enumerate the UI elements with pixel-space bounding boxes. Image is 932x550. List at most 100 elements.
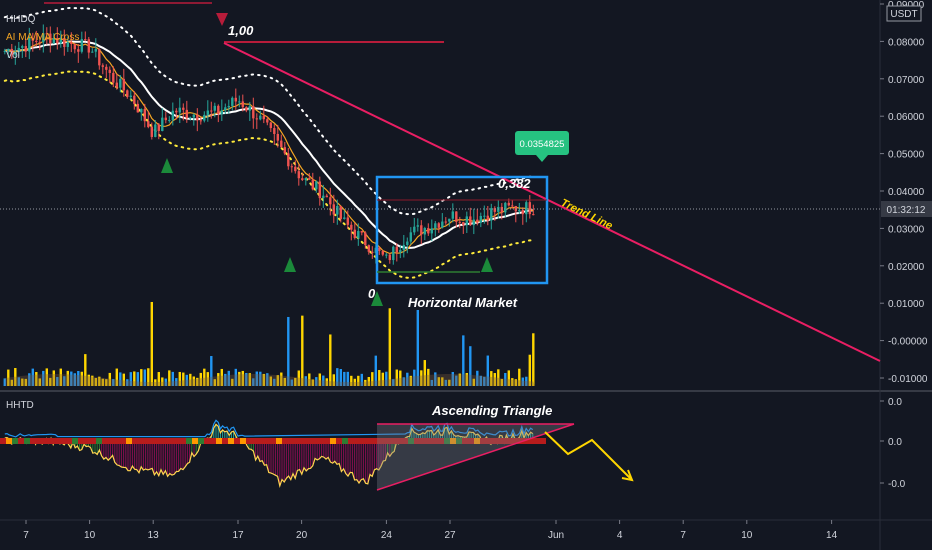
time-tick-label: 7	[23, 530, 29, 541]
volume-bar	[497, 369, 500, 386]
zero-line-segment	[234, 438, 240, 444]
oscillator-pane[interactable]	[0, 392, 880, 520]
volume-bar	[49, 377, 52, 386]
candle-body	[80, 39, 83, 52]
volume-bar	[406, 372, 409, 386]
legend-indicator[interactable]: AI MA/MA Cross	[6, 32, 79, 43]
volume-bar	[80, 371, 83, 386]
volume-bar	[500, 378, 503, 386]
candle-body	[353, 229, 356, 238]
volume-bar	[525, 376, 528, 386]
zero-line-segment	[534, 438, 540, 444]
oscillator-axis[interactable]: 0.0 0.0 -0.0	[880, 397, 906, 490]
volume-bar	[87, 374, 90, 386]
volume-bar	[371, 372, 374, 386]
trend-line[interactable]	[223, 42, 881, 362]
candle-body	[399, 249, 402, 253]
oscillator-layer	[0, 419, 546, 488]
volume-bar	[112, 379, 115, 386]
volume-bar	[98, 376, 101, 386]
volume-bar	[311, 379, 314, 386]
volume-bar	[150, 301, 153, 386]
volume-bar	[280, 372, 283, 386]
fib-382-label: 0,382	[498, 176, 531, 191]
volume-bar	[297, 370, 300, 386]
volume-bar	[402, 377, 405, 386]
candle-body	[35, 40, 38, 42]
candle-body	[462, 222, 465, 226]
candle-body	[266, 119, 269, 123]
candle-body	[434, 223, 437, 229]
price-badge[interactable]: 0.0354825	[515, 131, 569, 162]
volume-bar	[10, 379, 13, 386]
volume-bar	[276, 375, 279, 386]
volume-bar	[343, 371, 346, 386]
volume-bar	[364, 379, 367, 386]
volume-bars	[3, 301, 535, 386]
candle-body	[133, 95, 136, 104]
oscillator-legend[interactable]: HHTD	[6, 400, 34, 411]
zero-line-segment	[78, 438, 84, 444]
zero-line-segment	[138, 438, 144, 444]
volume-bar	[28, 373, 31, 386]
zero-line-segment	[30, 438, 36, 444]
candle-body	[458, 221, 461, 223]
candle-body	[280, 140, 283, 148]
ascending-triangle-bottom	[376, 423, 575, 491]
volume-bar	[304, 376, 307, 386]
volume-bar	[161, 377, 164, 386]
osc-tick-label: 0.0	[888, 397, 902, 408]
zero-line-segment	[6, 438, 12, 444]
main-pane[interactable]	[0, 0, 880, 390]
currency-badge[interactable]	[886, 5, 922, 22]
candle-body	[297, 171, 300, 179]
horizontal-market-label: Horizontal Market	[408, 295, 518, 310]
volume-bar	[45, 368, 48, 386]
zero-line-segment	[402, 438, 408, 444]
zero-line-segment	[36, 438, 42, 444]
volume-bar	[220, 368, 223, 386]
volume-bar	[518, 368, 521, 386]
volume-bar	[465, 373, 468, 386]
volume-bar	[514, 379, 517, 386]
price-axis[interactable]: 0.090000.080000.070000.060000.050000.040…	[880, 0, 928, 385]
volume-bar	[385, 371, 388, 386]
candle-body	[213, 105, 216, 111]
time-axis[interactable]: 7 10 13 17 20 24 27 Jun 4 7 10 14	[23, 520, 838, 541]
price-tick-label: 0.04000	[888, 187, 925, 198]
candle-body	[108, 69, 111, 73]
buy-triangle-icon	[284, 257, 296, 272]
volume-bar	[294, 377, 297, 386]
price-tick-label: 0.06000	[888, 112, 925, 123]
zero-line-segment	[84, 438, 90, 444]
candle-body	[192, 114, 195, 118]
candle-body	[395, 246, 398, 253]
legend-volume[interactable]: Vol	[6, 50, 20, 61]
zero-line-segment	[168, 438, 174, 444]
volume-bar	[52, 370, 55, 386]
volume-bar	[329, 334, 332, 386]
horizontal-market-box[interactable]	[375, 175, 549, 285]
legend-symbol[interactable]: HHDQ	[6, 14, 36, 25]
candle-body	[157, 124, 160, 132]
zero-line-segment	[438, 438, 444, 444]
time-tick-label: 20	[296, 530, 308, 541]
candle-body	[409, 232, 412, 242]
volume-bar	[486, 355, 489, 386]
volume-bar	[423, 360, 426, 386]
candle-body	[430, 228, 433, 234]
candle-body	[287, 153, 290, 167]
candle-body	[269, 122, 272, 129]
candle-body	[329, 197, 332, 205]
volume-bar	[483, 376, 486, 386]
zero-line-segment	[480, 438, 486, 444]
volume-bar	[24, 378, 27, 386]
zero-line-segment	[264, 438, 270, 444]
zero-line-segment	[444, 438, 450, 444]
candle-body	[245, 107, 248, 111]
zero-line-segment	[24, 438, 30, 444]
osc-tick-label: -0.0	[888, 479, 906, 490]
price-tick-label: 0.03000	[888, 224, 925, 235]
candle-body	[168, 119, 171, 121]
